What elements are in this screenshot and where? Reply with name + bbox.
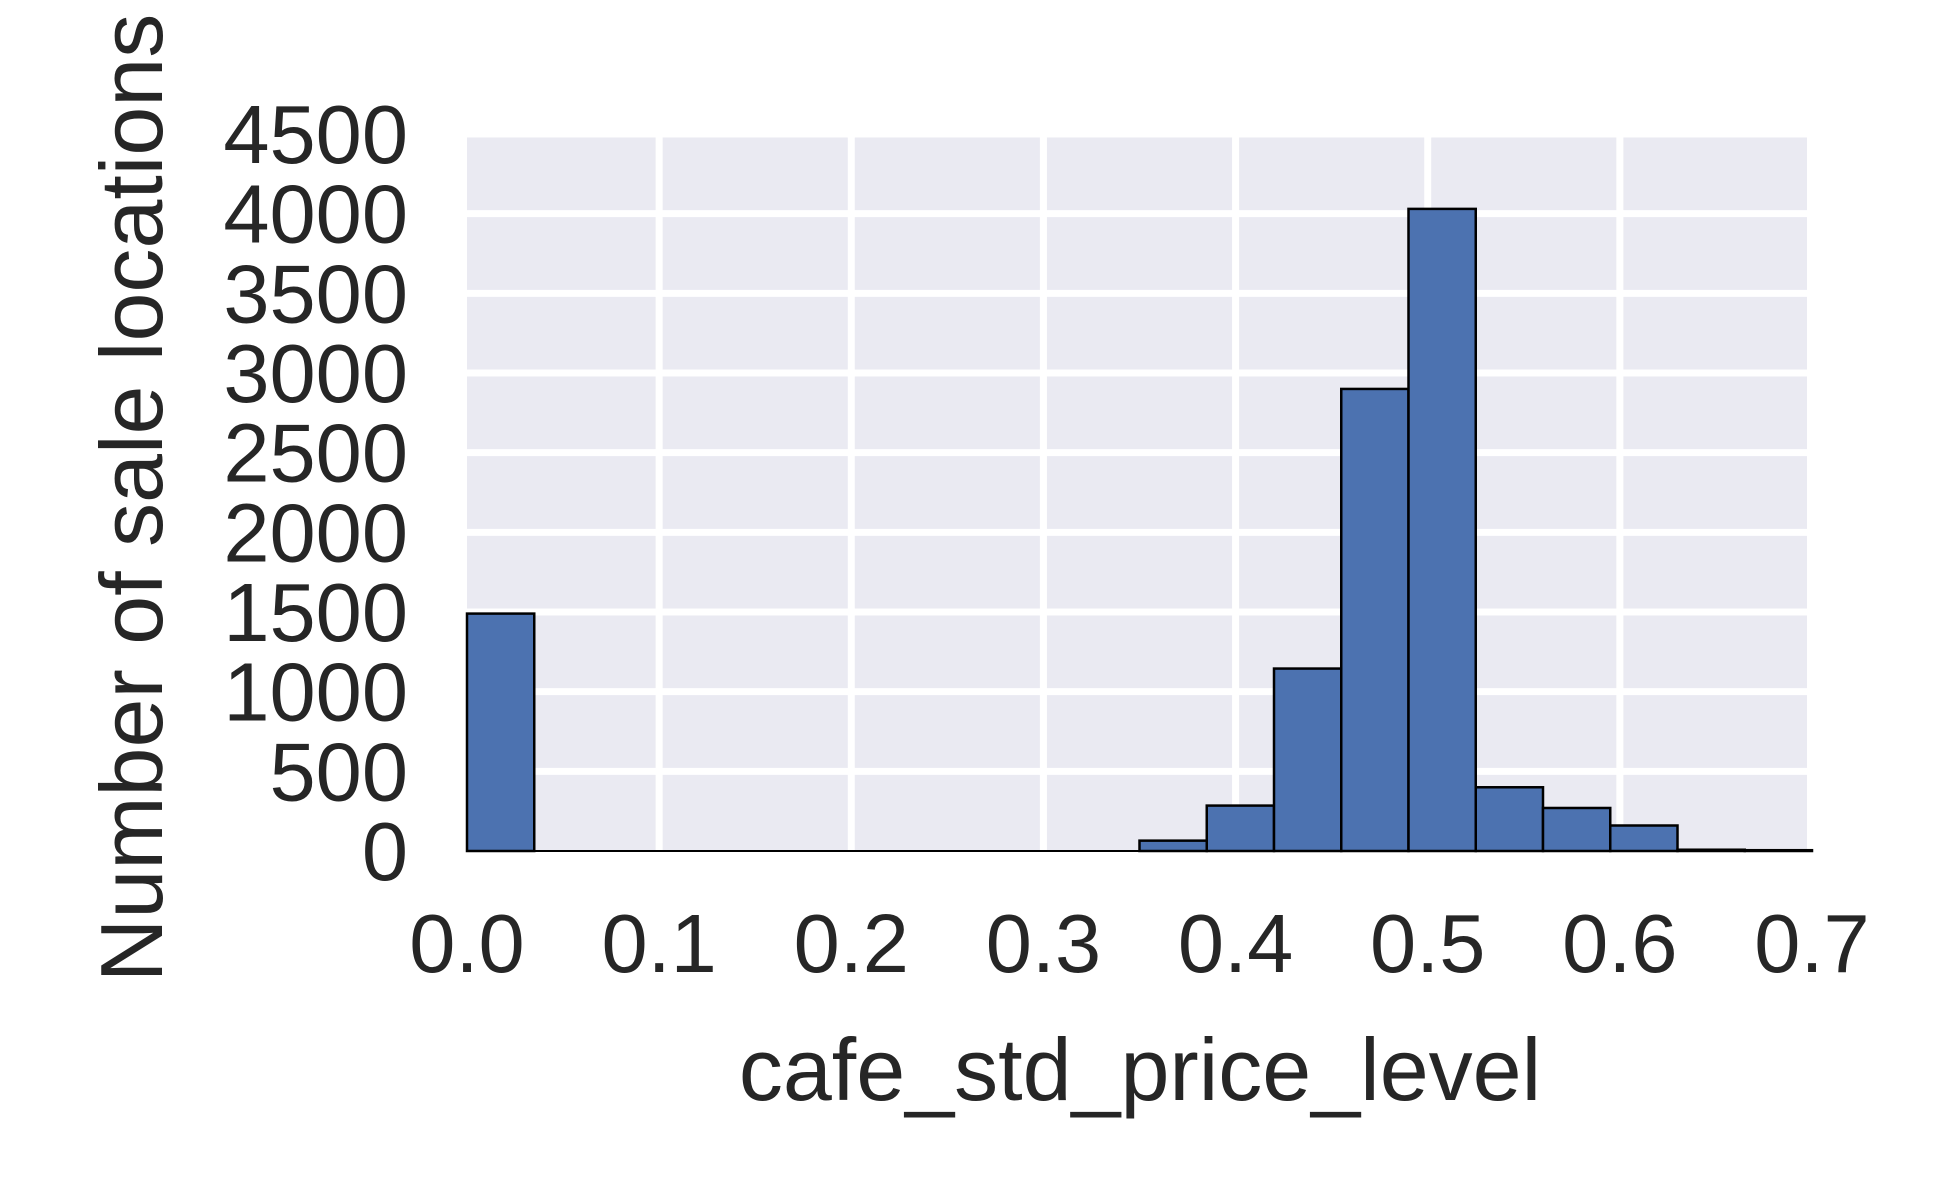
x-tick-label: 0.2 bbox=[794, 897, 909, 990]
y-tick-label: 500 bbox=[270, 725, 408, 818]
y-tick-label: 0 bbox=[362, 805, 408, 898]
x-tick-label: 0.4 bbox=[1178, 897, 1293, 990]
histogram-bar bbox=[1272, 667, 1343, 853]
histogram-bar bbox=[1541, 806, 1612, 853]
x-tick-label: 0.3 bbox=[986, 897, 1101, 990]
plot-background bbox=[467, 134, 1807, 851]
x-tick-label: 0.1 bbox=[601, 897, 716, 990]
grid-lines bbox=[467, 130, 1812, 851]
y-tick-label: 2000 bbox=[223, 486, 408, 579]
y-tick-label: 1500 bbox=[223, 566, 408, 659]
y-tick-label: 1000 bbox=[223, 646, 408, 739]
y-tick-label: 2500 bbox=[223, 407, 408, 500]
y-tick-label: 4000 bbox=[223, 168, 408, 261]
y-tick-label: 3000 bbox=[223, 327, 408, 420]
x-tick-label: 0.7 bbox=[1754, 897, 1869, 990]
histogram-bars bbox=[465, 207, 1814, 853]
histogram-bar bbox=[1407, 207, 1477, 853]
histogram-bar bbox=[1340, 387, 1410, 853]
x-tick-label: 0.0 bbox=[409, 897, 524, 990]
x-tick-label: 0.6 bbox=[1562, 897, 1677, 990]
x-tick-label: 0.5 bbox=[1370, 897, 1485, 990]
histogram-bar bbox=[465, 612, 536, 853]
y-axis-label: Number of sale locations bbox=[82, 14, 181, 982]
histogram-bar bbox=[1609, 824, 1679, 853]
histogram-bar bbox=[1138, 839, 1208, 853]
x-tick-labels: 0.0 0.1 0.2 0.3 0.4 0.5 0.6 0.7 bbox=[409, 897, 1869, 990]
y-tick-label: 4500 bbox=[223, 88, 408, 181]
y-tick-label: 3500 bbox=[223, 247, 408, 340]
histogram-bar bbox=[1205, 804, 1276, 853]
histogram-bar bbox=[1474, 786, 1545, 853]
x-axis-label: cafe_std_price_level bbox=[739, 1020, 1541, 1119]
